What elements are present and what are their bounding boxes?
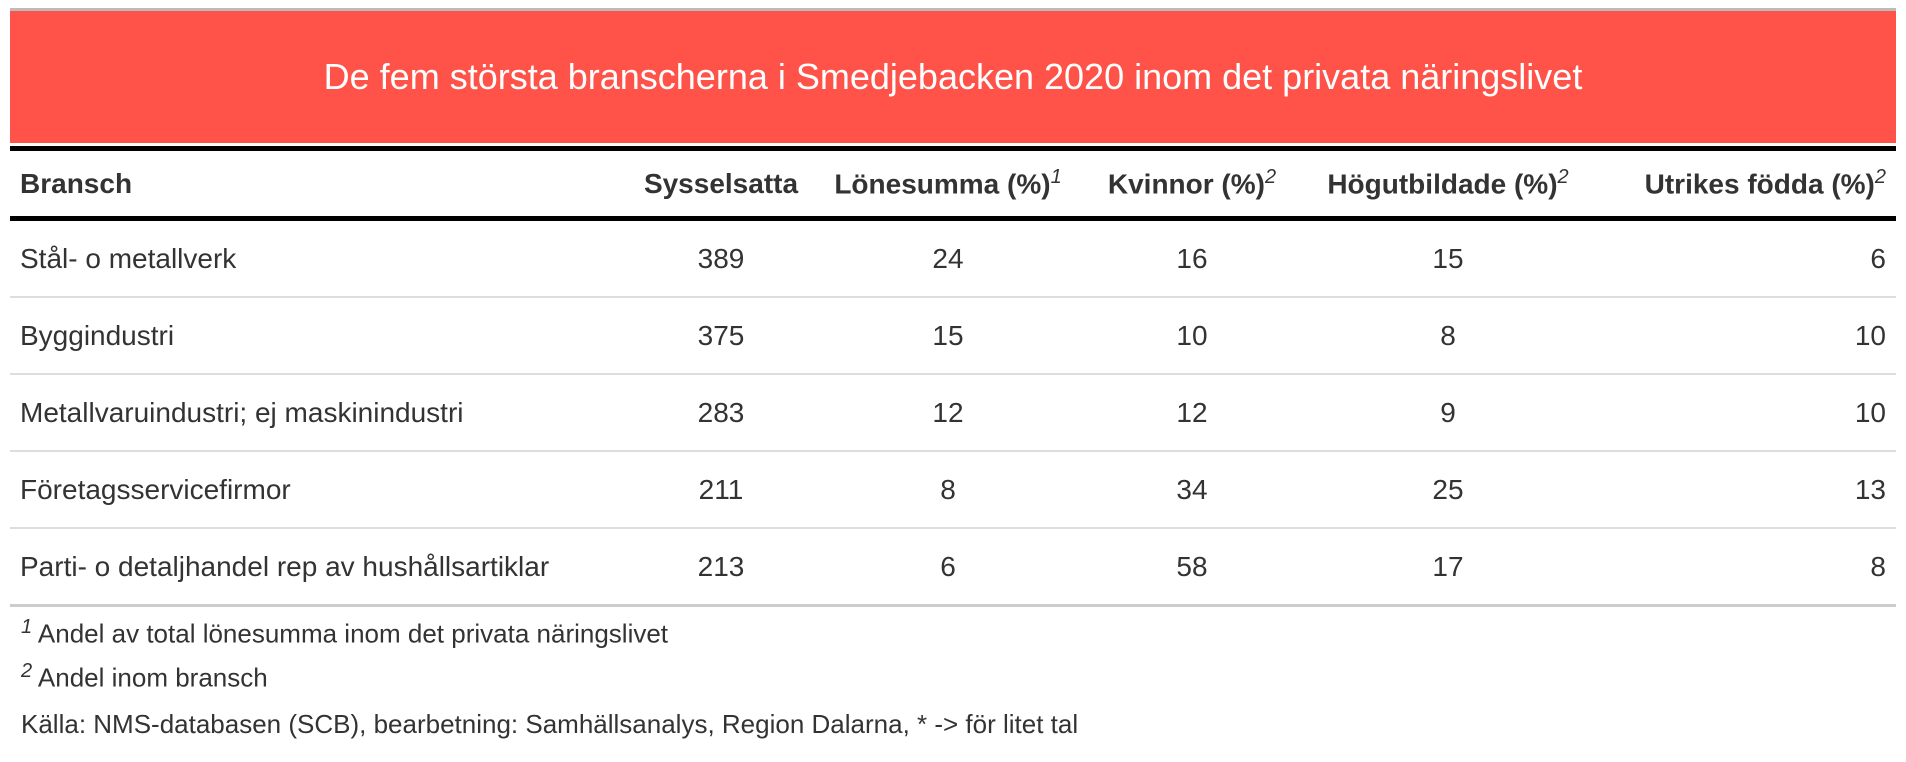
- cell-value: 9: [1298, 374, 1598, 452]
- data-table: Bransch Sysselsatta Lönesumma (%)1 Kvinnor …: [10, 146, 1896, 607]
- row-label: Byggindustri: [10, 297, 632, 375]
- table-row: Byggindustri 375 15 10 8 10: [10, 297, 1896, 375]
- footnote: 1 Andel av total lönesumma inom det priv…: [21, 616, 668, 650]
- footnote-marker: 2: [1264, 166, 1277, 189]
- table-row: Metallvaruindustri; ej maskinindustri 283…: [10, 374, 1896, 452]
- cell-value: 58: [1086, 528, 1298, 607]
- cell-value: 211: [632, 451, 810, 529]
- footnote: 2 Andel inom bransch: [21, 660, 268, 694]
- footnote-marker: 2: [1874, 166, 1886, 189]
- cell-value: 15: [810, 297, 1086, 375]
- column-header: Lönesumma (%)1: [810, 149, 1086, 219]
- row-label: Parti- o detaljhandel rep av hushållsart…: [10, 528, 632, 607]
- column-label: Utrikes födda (%): [1644, 168, 1875, 200]
- header-row: Bransch Sysselsatta Lönesumma (%)1 Kvinnor …: [10, 148, 1896, 219]
- table-body: Stål- o metallverk 389 24 16 15 6 Byggindustri…: [10, 218, 1896, 607]
- column-label: Högutbildade (%): [1327, 168, 1558, 200]
- column-label: Sysselsatta: [643, 167, 799, 199]
- table-row: Stål- o metallverk 389 24 16 15 6: [10, 218, 1896, 298]
- row-label: Metallvaruindustri; ej maskinindustri: [10, 374, 632, 452]
- column-header: Bransch: [10, 149, 632, 219]
- footnote-text: Andel av total lönesumma inom det privat…: [37, 618, 669, 649]
- cell-value: 13: [1598, 451, 1896, 529]
- column-header: Utrikes födda (%)2: [1598, 149, 1896, 219]
- cell-value: 389: [632, 218, 810, 298]
- cell-value: 10: [1598, 374, 1896, 452]
- column-label: Bransch: [20, 167, 133, 199]
- cell-value: 6: [1598, 218, 1896, 298]
- cell-value: 34: [1086, 451, 1298, 529]
- row-label: Stål- o metallverk: [10, 218, 632, 298]
- cell-value: 283: [632, 374, 810, 452]
- source-note: Källa: NMS-databasen (SCB), bearbetning:…: [21, 709, 1079, 739]
- table-row: Parti- o detaljhandel rep av hushållsart…: [10, 528, 1896, 607]
- cell-value: 24: [810, 218, 1086, 298]
- cell-value: 375: [632, 297, 810, 375]
- cell-value: 16: [1086, 218, 1298, 298]
- cell-value: 8: [1298, 297, 1598, 375]
- column-header: Sysselsatta: [632, 149, 810, 219]
- column-label: Lönesumma (%): [834, 168, 1051, 200]
- table-row: Företagsservicefirmor 211 8 34 25 13: [10, 451, 1896, 529]
- footnote-text: Andel inom bransch: [37, 662, 268, 693]
- cell-value: 8: [810, 451, 1086, 529]
- cell-value: 213: [632, 528, 810, 607]
- column-header: Högutbildade (%)2: [1298, 149, 1598, 219]
- cell-value: 15: [1298, 218, 1598, 298]
- column-header: Kvinnor (%)2: [1086, 149, 1298, 219]
- cell-value: 12: [1086, 374, 1298, 452]
- cell-value: 12: [810, 374, 1086, 452]
- cell-value: 8: [1598, 528, 1896, 607]
- footnote-marker: 2: [21, 660, 33, 682]
- cell-value: 10: [1598, 297, 1896, 375]
- footnote-marker: 1: [21, 616, 33, 638]
- footnote-marker: 2: [1557, 166, 1569, 189]
- table-title: De fem största branscherna i Smedjebacke…: [10, 11, 1896, 143]
- cell-value: 10: [1086, 297, 1298, 375]
- cell-value: 17: [1298, 528, 1598, 607]
- row-label: Företagsservicefirmor: [10, 451, 632, 529]
- footnote-marker: 1: [1050, 166, 1062, 189]
- top-rule: [10, 8, 1896, 11]
- cell-value: 6: [810, 528, 1086, 607]
- cell-value: 25: [1298, 451, 1598, 529]
- column-label: Kvinnor (%): [1107, 168, 1265, 200]
